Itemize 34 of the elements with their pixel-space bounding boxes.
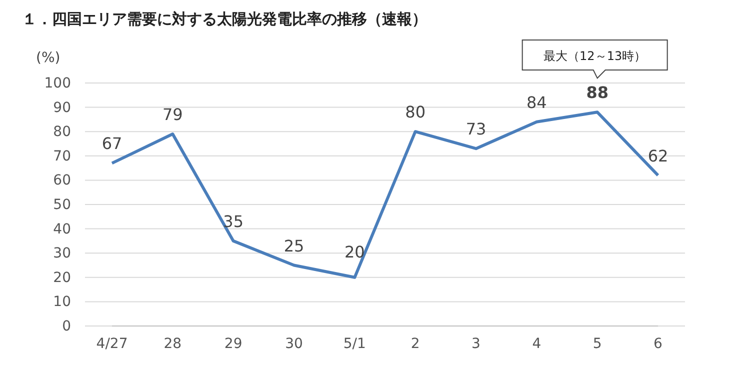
data-label: 88 — [586, 83, 608, 102]
x-tick-label: 5 — [592, 336, 602, 352]
y-tick-label: 50 — [53, 196, 71, 213]
y-tick-label: 30 — [53, 246, 71, 262]
x-tick-label: 2 — [410, 336, 420, 352]
y-tick-label: 20 — [53, 270, 71, 286]
data-label: 20 — [344, 242, 365, 262]
y-tick-label: 100 — [44, 75, 71, 92]
y-tick-label: 10 — [53, 294, 71, 310]
data-label: 67 — [102, 134, 122, 154]
data-label: 35 — [223, 212, 244, 231]
data-label: 62 — [648, 146, 668, 166]
x-tick-label: 4 — [532, 336, 542, 352]
y-tick-label: 40 — [53, 221, 71, 238]
y-tick-label: 60 — [53, 172, 71, 189]
x-tick-label: 28 — [164, 336, 182, 352]
x-tick-label: 3 — [472, 336, 480, 352]
y-tick-label: 80 — [53, 124, 71, 140]
text: 最大（12～13時） — [544, 49, 646, 63]
x-tick-label: 5/1 — [343, 336, 366, 352]
data-label: 84 — [526, 92, 547, 112]
chart-title: １．四国エリア需要に対する太陽光発電比率の推移（速報） — [22, 10, 427, 28]
data-label: 79 — [162, 105, 183, 124]
x-tick-label: 30 — [285, 336, 303, 352]
data-label: 80 — [405, 102, 426, 122]
data-label: 25 — [284, 236, 304, 256]
y-tick-label: 70 — [53, 148, 71, 164]
y-tick-label: 0 — [62, 318, 71, 334]
y-axis-title: (%) — [36, 50, 60, 66]
x-tick-label: 4/27 — [96, 336, 128, 352]
y-tick-label: 90 — [53, 100, 71, 116]
data-label: 73 — [466, 120, 486, 139]
x-tick-label: 6 — [654, 336, 663, 352]
x-tick-label: 29 — [224, 336, 242, 352]
